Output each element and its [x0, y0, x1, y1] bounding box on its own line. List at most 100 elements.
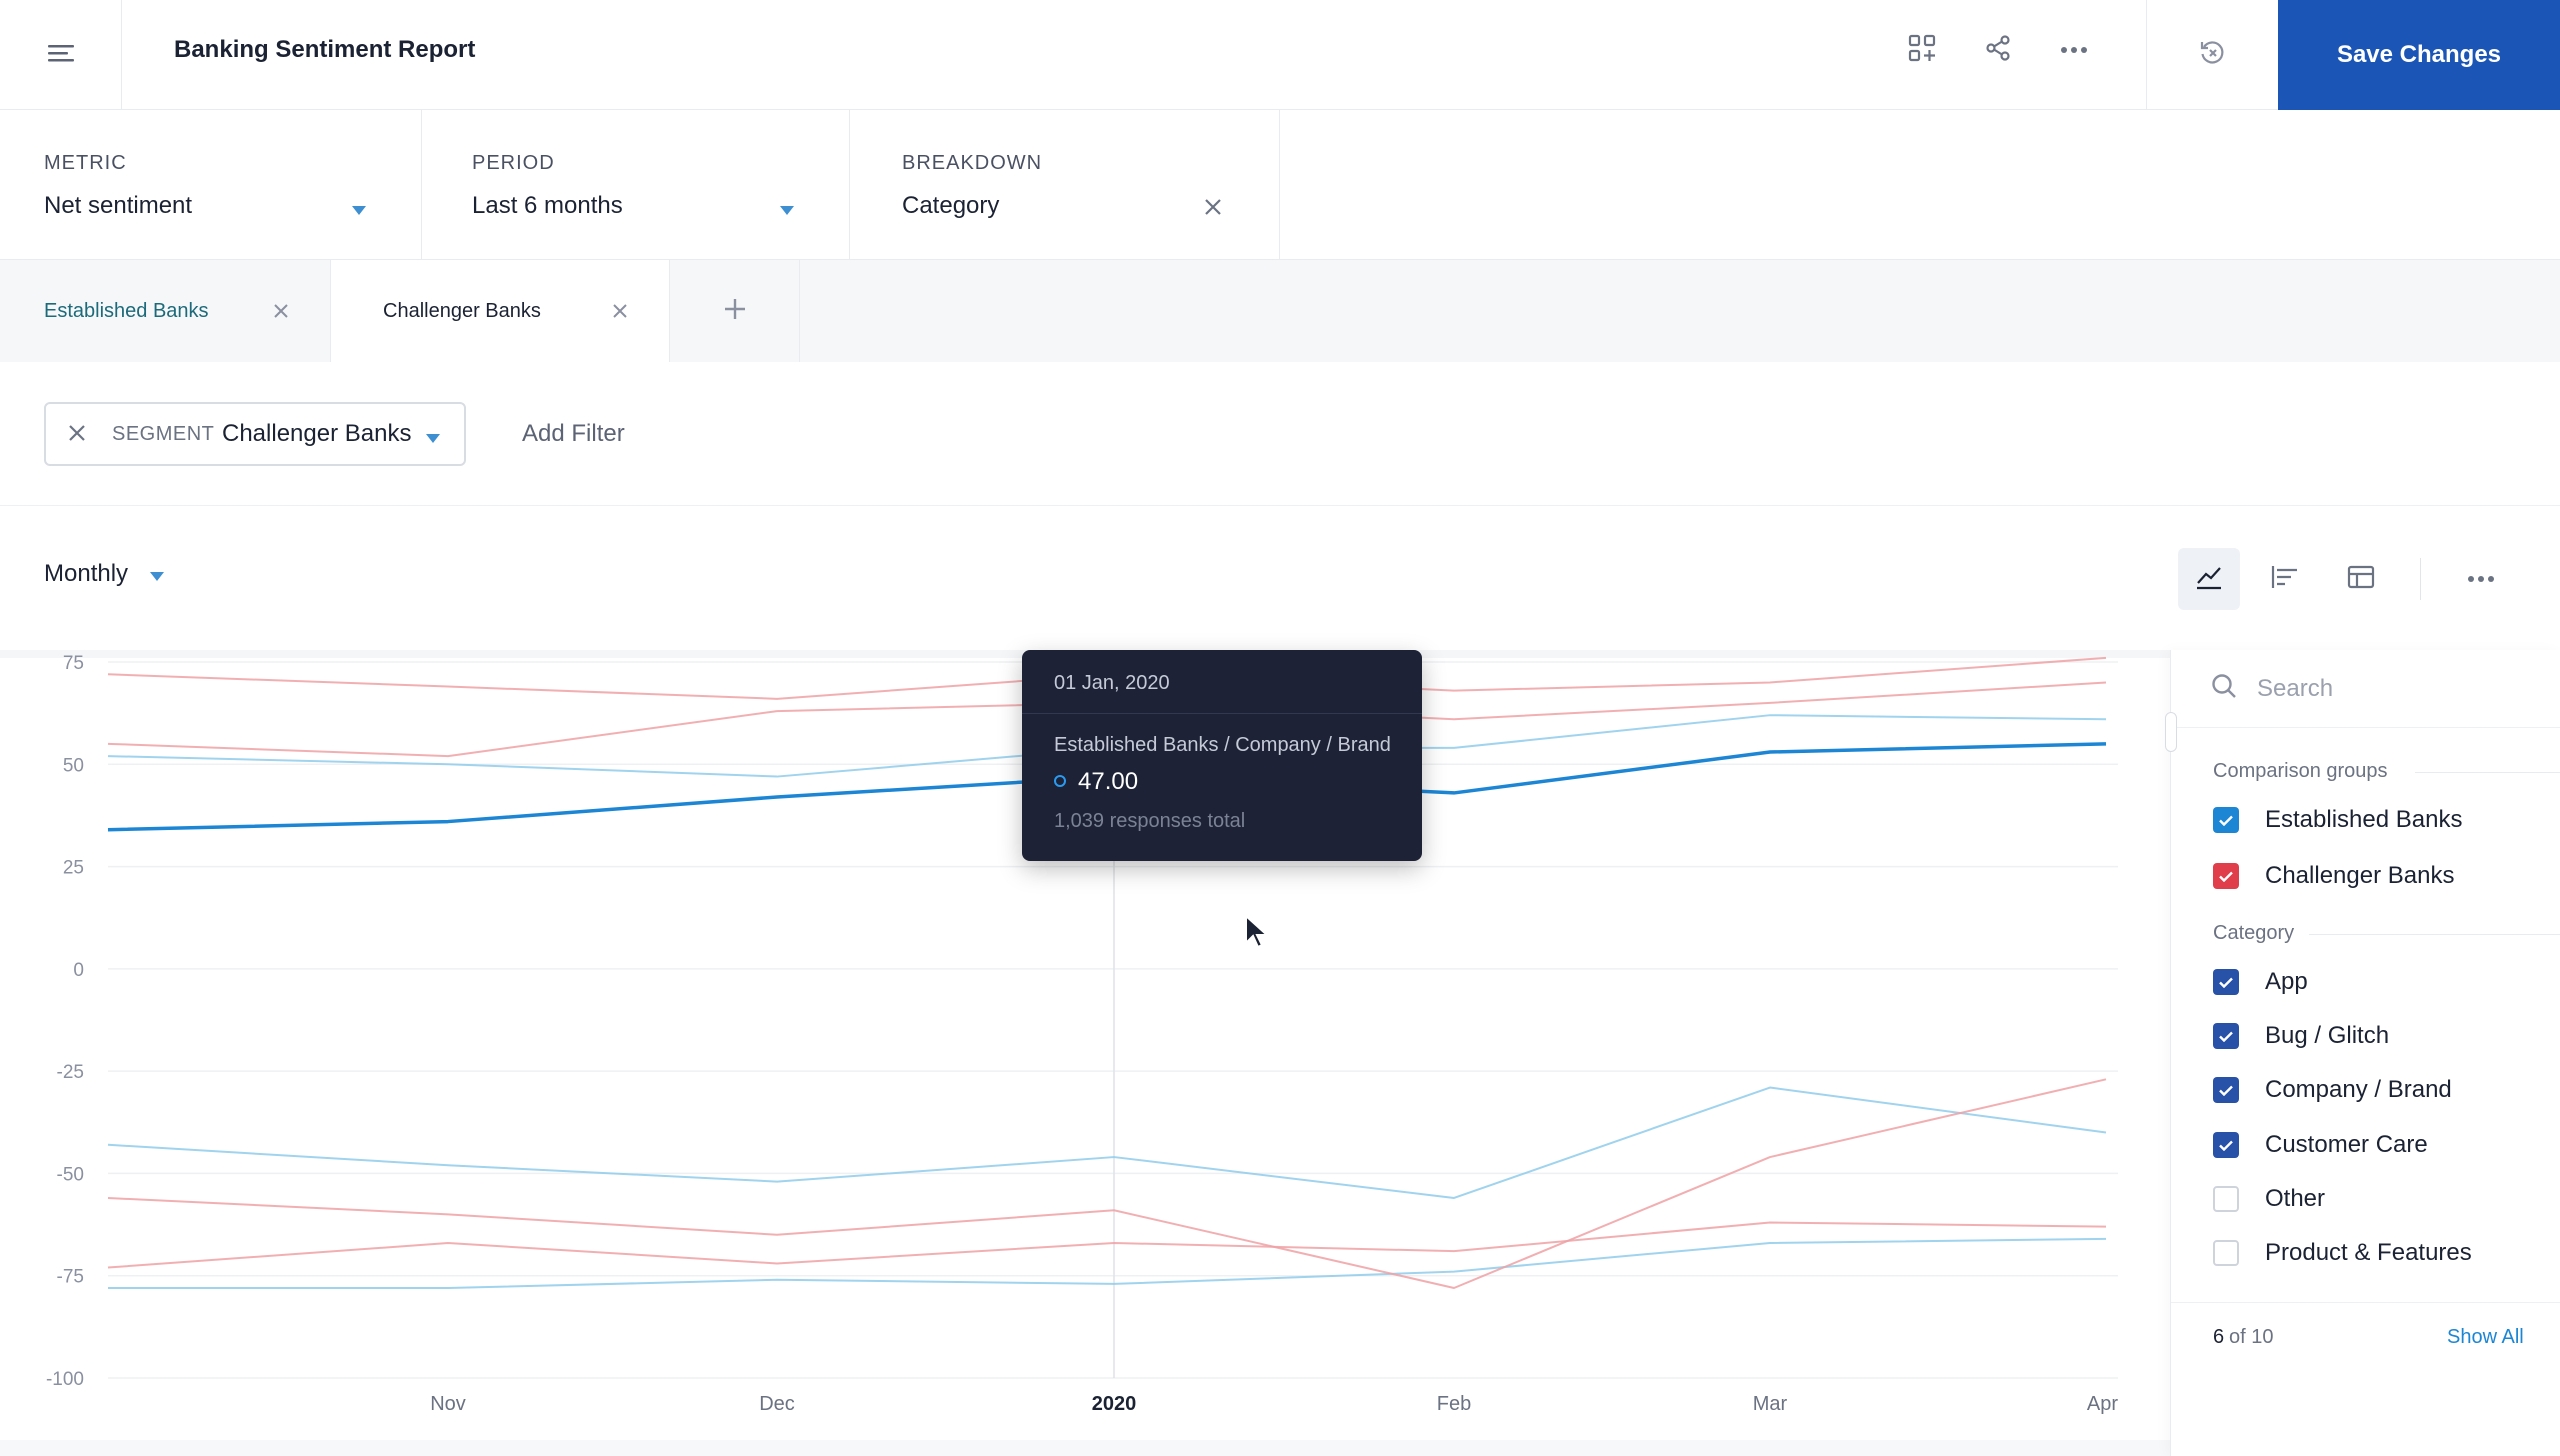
period-label: PERIOD	[472, 152, 555, 174]
add-tab-button[interactable]	[670, 260, 800, 362]
y-tick-label: 75	[63, 653, 84, 674]
metric-select[interactable]: METRIC Net sentiment	[0, 110, 422, 260]
series-dot-icon	[1054, 775, 1066, 787]
save-changes-button[interactable]: Save Changes	[2278, 0, 2560, 110]
legend-item-other[interactable]: Other	[2213, 1179, 2325, 1219]
close-tab-icon[interactable]	[605, 296, 635, 326]
chart-tooltip: 01 Jan, 2020 Established Banks / Company…	[1022, 650, 1422, 861]
clear-breakdown-icon[interactable]	[1204, 198, 1222, 221]
x-tick-label: Feb	[1437, 1393, 1471, 1415]
chevron-down-icon	[780, 202, 794, 220]
add-widget-icon	[1908, 34, 1936, 67]
period-value: Last 6 months	[472, 192, 623, 219]
checkbox-unchecked-icon	[2213, 1240, 2239, 1266]
y-tick-label: 50	[63, 755, 84, 776]
remove-filter-icon[interactable]	[68, 424, 86, 447]
interval-select[interactable]: Monthly	[44, 560, 165, 588]
tab-challenger-banks[interactable]: Challenger Banks	[330, 260, 670, 362]
series-line	[107, 1221, 2107, 1269]
y-tick-label: 0	[73, 960, 84, 981]
hamburger-icon	[47, 43, 74, 68]
y-tick-label: -100	[46, 1369, 84, 1390]
heading-divider	[2415, 772, 2560, 773]
legend-search-bar	[2171, 650, 2560, 728]
bar-chart-view-button[interactable]	[2254, 548, 2316, 610]
y-tick-label: -25	[57, 1062, 84, 1083]
legend-item-label: Established Banks	[2265, 806, 2463, 833]
table-icon	[2347, 565, 2375, 594]
total-count: of 10	[2229, 1326, 2274, 1348]
tooltip-value: 47.00	[1078, 768, 1139, 795]
legend-item-label: Company / Brand	[2265, 1076, 2452, 1103]
checkbox-checked-icon	[2213, 1023, 2239, 1049]
legend-item-company-brand[interactable]: Company / Brand	[2213, 1070, 2452, 1110]
legend-item-product-features[interactable]: Product & Features	[2213, 1233, 2472, 1273]
legend-item-label: Product & Features	[2265, 1239, 2472, 1266]
interval-value: Monthly	[44, 560, 129, 587]
tab-label: Challenger Banks	[383, 299, 541, 322]
segment-label: SEGMENT	[112, 423, 215, 445]
plus-icon	[724, 298, 746, 325]
add-widget-button[interactable]	[1894, 26, 1950, 74]
x-tick-label: 2020	[1092, 1393, 1137, 1415]
panel-resize-handle[interactable]	[2165, 712, 2177, 752]
tooltip-date: 01 Jan, 2020	[1054, 672, 1170, 694]
menu-button[interactable]	[0, 0, 122, 110]
more-options-button[interactable]	[2046, 26, 2102, 74]
legend-search-input[interactable]	[2257, 674, 2537, 703]
show-all-link[interactable]: Show All	[2447, 1326, 2524, 1348]
checkbox-unchecked-icon	[2213, 1186, 2239, 1212]
period-select[interactable]: PERIOD Last 6 months	[422, 110, 850, 260]
legend-item-challenger-banks[interactable]: Challenger Banks	[2213, 856, 2454, 896]
checkbox-checked-icon	[2213, 1077, 2239, 1103]
breakdown-label: BREAKDOWN	[902, 152, 1043, 174]
chart-more-button[interactable]	[2450, 548, 2512, 610]
checkbox-checked-icon	[2213, 969, 2239, 995]
revert-history-button[interactable]	[2146, 0, 2278, 110]
tab-label: Established Banks	[44, 299, 209, 322]
legend-item-established-banks[interactable]: Established Banks	[2213, 800, 2462, 840]
checkbox-checked-icon	[2213, 807, 2239, 833]
legend-item-label: Bug / Glitch	[2265, 1022, 2390, 1049]
legend-item-label: Challenger Banks	[2265, 862, 2455, 889]
more-horizontal-icon	[2060, 41, 2088, 59]
chevron-down-icon	[352, 202, 366, 220]
checkbox-checked-icon	[2213, 1132, 2239, 1158]
legend-item-label: App	[2265, 968, 2308, 995]
x-tick-label: Mar	[1753, 1393, 1788, 1415]
chevron-down-icon	[150, 560, 165, 588]
category-heading: Category	[2213, 922, 2295, 944]
y-tick-label: 25	[63, 858, 84, 879]
scroll-fade	[2171, 1282, 2560, 1302]
toolbar-divider	[2420, 558, 2421, 600]
selected-count: 6	[2213, 1326, 2225, 1348]
x-tick-label: Apr	[2087, 1393, 2118, 1415]
segment-value: Challenger Banks	[222, 420, 412, 447]
table-view-button[interactable]	[2330, 548, 2392, 610]
filter-bar: SEGMENT Challenger Banks Add Filter	[0, 362, 2560, 506]
breakdown-value: Category	[902, 192, 1000, 219]
chevron-down-icon	[426, 430, 440, 448]
x-tick-label: Nov	[430, 1393, 466, 1415]
checkbox-checked-icon	[2213, 863, 2239, 889]
report-selectors: METRIC Net sentiment PERIOD Last 6 month…	[0, 110, 2560, 260]
x-tick-label: Dec	[759, 1393, 795, 1415]
add-filter-button[interactable]: Add Filter	[522, 420, 625, 447]
line-chart-view-button[interactable]	[2178, 548, 2240, 610]
segment-filter-chip[interactable]: SEGMENT Challenger Banks	[44, 402, 466, 466]
comparison-groups-heading: Comparison groups	[2213, 760, 2388, 782]
tooltip-series: Established Banks / Company / Brand	[1054, 734, 1391, 756]
tab-established-banks[interactable]: Established Banks	[0, 260, 330, 362]
share-button[interactable]	[1970, 26, 2026, 74]
legend-item-bug-glitch[interactable]: Bug / Glitch	[2213, 1016, 2389, 1056]
search-icon	[2211, 673, 2237, 704]
close-tab-icon[interactable]	[266, 296, 296, 326]
y-tick-label: -50	[57, 1164, 84, 1185]
legend-item-customer-care[interactable]: Customer Care	[2213, 1125, 2428, 1165]
heading-divider	[2309, 934, 2560, 935]
chart-bottom-edge	[0, 1440, 2170, 1456]
legend-item-app[interactable]: App	[2213, 962, 2308, 1002]
footer-divider	[2171, 1302, 2560, 1303]
y-tick-label: -75	[57, 1267, 84, 1288]
breakdown-select[interactable]: BREAKDOWN Category	[850, 110, 1280, 260]
